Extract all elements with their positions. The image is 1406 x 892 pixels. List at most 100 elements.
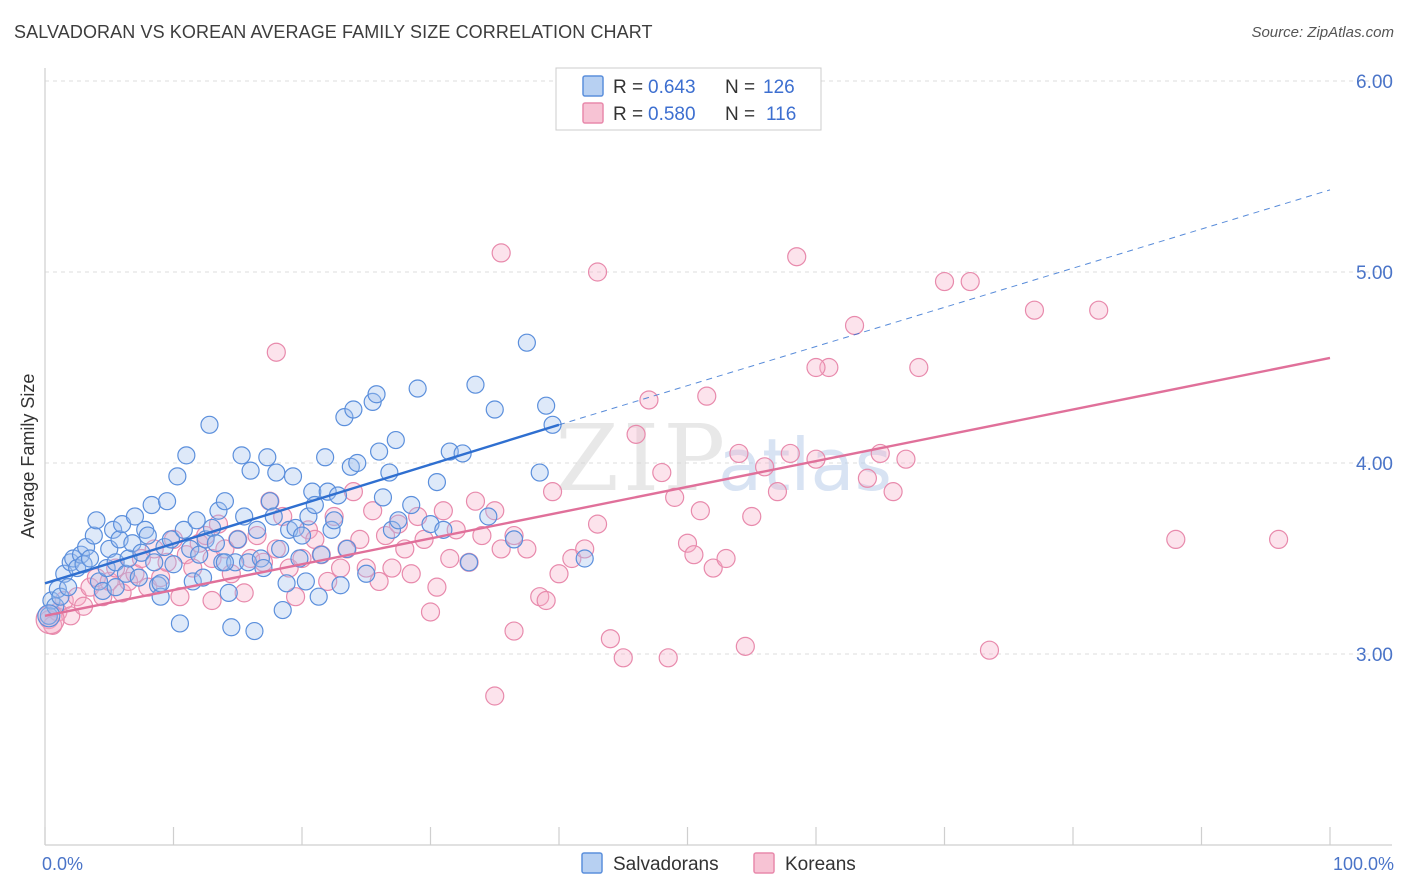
korean-point [857,468,878,488]
salvadoran-point [299,507,318,526]
salvadoran-points [37,333,594,641]
legend-n-label-2: N = [725,104,755,125]
korean-point [767,482,788,502]
korean-point [787,247,807,267]
salvadoran-point [145,553,164,572]
salvadoran-point [271,539,290,559]
salvadoran-point [226,553,245,572]
salvadoran-point [382,520,402,539]
salvadoran-point [479,507,498,526]
salvadoran-point [273,600,292,620]
stats-legend: R = 0.643 N = 126 R = 0.580 N = 116 [555,67,822,131]
chart-title: SALVADORAN VS KOREAN AVERAGE FAMILY SIZE… [14,22,653,42]
source-label: Source: ZipAtlas.com [1251,24,1394,41]
korean-point [285,587,306,607]
legend-r-label-1: R = [613,77,643,98]
korean-point [600,629,621,649]
korean-point [960,271,980,292]
korean-point [690,501,710,521]
korean-point [729,443,749,464]
korean-point [247,525,267,546]
korean-point [684,545,704,565]
salvadoran-point [157,492,177,511]
salvadoran-point [215,492,234,511]
salvadoran-point [181,539,200,559]
korean-point [806,357,826,378]
korean-point [549,564,569,584]
salvadoran-point [190,545,209,564]
legend-r-value-1: 0.643 [648,77,696,98]
korean-point [517,539,537,559]
korean-point [844,315,865,336]
salvadoran-point [170,614,190,633]
axes [44,68,1392,846]
korean-point [234,583,254,603]
salvadoran-point [164,555,183,574]
korean-point [613,648,633,668]
salvadoran-point [106,578,125,597]
korean-point [504,621,524,641]
korean-point [703,558,723,578]
salvadoran-point [408,379,427,398]
salvadoran-point [206,534,226,553]
salvadoran-point [575,549,594,568]
salvadoran-point [283,467,303,486]
legend-swatch-koreans [582,102,604,124]
salvadoran-point [200,415,219,434]
salvadoran-point [258,448,277,467]
series-legend: Salvadorans Koreans [581,852,856,875]
korean-point [157,552,177,572]
korean-point [350,529,370,550]
x-tick-label: 0.0% [42,854,83,874]
korean-point [587,514,608,534]
korean-point [735,636,755,656]
salvadoran-point [51,587,70,606]
korean-point [626,424,646,444]
salvadoran-point [466,375,485,394]
salvadoran-point [59,578,78,597]
salvadoran-trend-line [44,423,560,585]
legend-n-value-1: 126 [763,77,795,98]
bottom-swatch-salvadorans [581,852,603,874]
salvadoran-point [537,396,556,415]
salvadoran-point [151,574,170,593]
salvadoran-point [309,587,328,606]
salvadoran-point [286,518,305,538]
korean-point [330,558,351,578]
salvadoran-trend-extension [558,189,1331,426]
korean-point [420,602,441,622]
korean-points [35,243,1289,706]
salvadoran-point [331,576,350,595]
y-tick-label: 3.00 [1356,645,1393,666]
y-tick-label: 5.00 [1356,263,1393,284]
salvadoran-point [504,530,524,549]
salvadoran-point [325,511,344,530]
grid-lines [45,80,1392,655]
salvadoran-point [517,333,536,352]
salvadoran-point [427,473,447,492]
korean-point [485,686,505,706]
korean-point [575,539,595,559]
x-tick-labels: 0.0% 100.0% [42,854,1394,874]
salvadoran-point [277,574,296,593]
salvadoran-point [296,572,315,591]
salvadoran-point [245,621,264,641]
salvadoran-point [87,511,106,530]
y-tick-labels: 3.00 4.00 5.00 6.00 [1356,72,1393,666]
korean-point [363,501,383,521]
x-tick-label: 100.0% [1333,854,1394,874]
korean-point [542,482,563,502]
y-tick-label: 6.00 [1356,72,1393,93]
legend-n-value-2: 116 [766,104,796,125]
salvadoran-point [215,553,234,572]
korean-point [658,648,678,668]
salvadoran-point [485,400,504,419]
salvadoran-point [129,568,148,587]
korean-point [491,243,511,263]
salvadoran-point [138,526,157,545]
korean-point [780,443,800,464]
korean-point [716,548,736,569]
salvadoran-point [344,400,363,419]
salvadoran-point [260,492,279,511]
